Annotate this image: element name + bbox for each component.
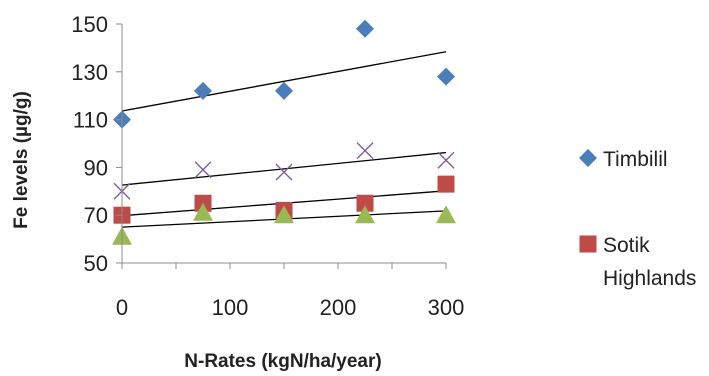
data-point-diamond	[356, 19, 374, 38]
data-point-square	[356, 194, 374, 212]
y-tick-label: 50	[84, 251, 108, 276]
y-tick-label: 90	[84, 155, 108, 180]
trendline-x	[121, 151, 447, 186]
legend: Timbilil Sotik Highlands	[579, 148, 696, 290]
data-point-x	[437, 151, 455, 169]
data-point-triangle	[193, 202, 213, 221]
legend-label: Timbilil	[603, 148, 668, 171]
data-point-x	[275, 163, 293, 181]
data-point-x	[194, 161, 212, 179]
data-point-x	[356, 142, 374, 160]
data-point-diamond	[437, 67, 455, 86]
trendline-diamond	[121, 51, 447, 112]
trendlines	[121, 51, 447, 228]
y-tick-label: 110	[73, 108, 108, 133]
x-tick-label: 300	[428, 295, 465, 320]
data-point-diamond	[194, 81, 212, 100]
data-point-triangle	[436, 205, 456, 224]
y-tick-label: 150	[71, 12, 108, 37]
y-axis-title: Fe levels (µg/g)	[11, 91, 32, 229]
x-tick-label: 100	[212, 295, 249, 320]
legend-marker-square	[579, 235, 597, 253]
legend-label: Sotik	[603, 234, 650, 257]
x-tick-label: 0	[116, 295, 128, 320]
data-point-triangle	[355, 205, 375, 224]
axes	[116, 23, 447, 269]
legend-label: Highlands	[603, 267, 696, 290]
tick-labels: 50 70 90 110 130 150 0 100 200 300	[71, 12, 464, 320]
x-tick-label: 200	[320, 295, 357, 320]
legend-marker-diamond	[579, 149, 597, 167]
data-point-square	[437, 175, 455, 193]
legend-item: Timbilil	[579, 148, 668, 171]
data-point-diamond	[275, 81, 293, 100]
legend-item: Sotik Highlands	[579, 234, 696, 290]
data-markers	[112, 19, 456, 245]
y-tick-label: 70	[84, 203, 108, 228]
y-tick-label: 130	[71, 60, 108, 85]
data-point-triangle	[274, 205, 294, 224]
x-axis-title: N-Rates (kgN/ha/year)	[184, 351, 381, 372]
